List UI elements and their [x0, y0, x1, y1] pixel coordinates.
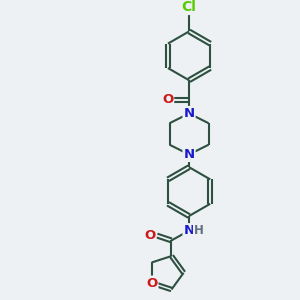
- Text: H: H: [194, 224, 204, 237]
- Text: O: O: [146, 277, 158, 290]
- Text: O: O: [144, 229, 156, 242]
- Text: N: N: [184, 107, 195, 120]
- Text: N: N: [184, 224, 195, 237]
- Text: O: O: [162, 93, 173, 106]
- Text: Cl: Cl: [182, 0, 196, 14]
- Text: N: N: [184, 148, 195, 161]
